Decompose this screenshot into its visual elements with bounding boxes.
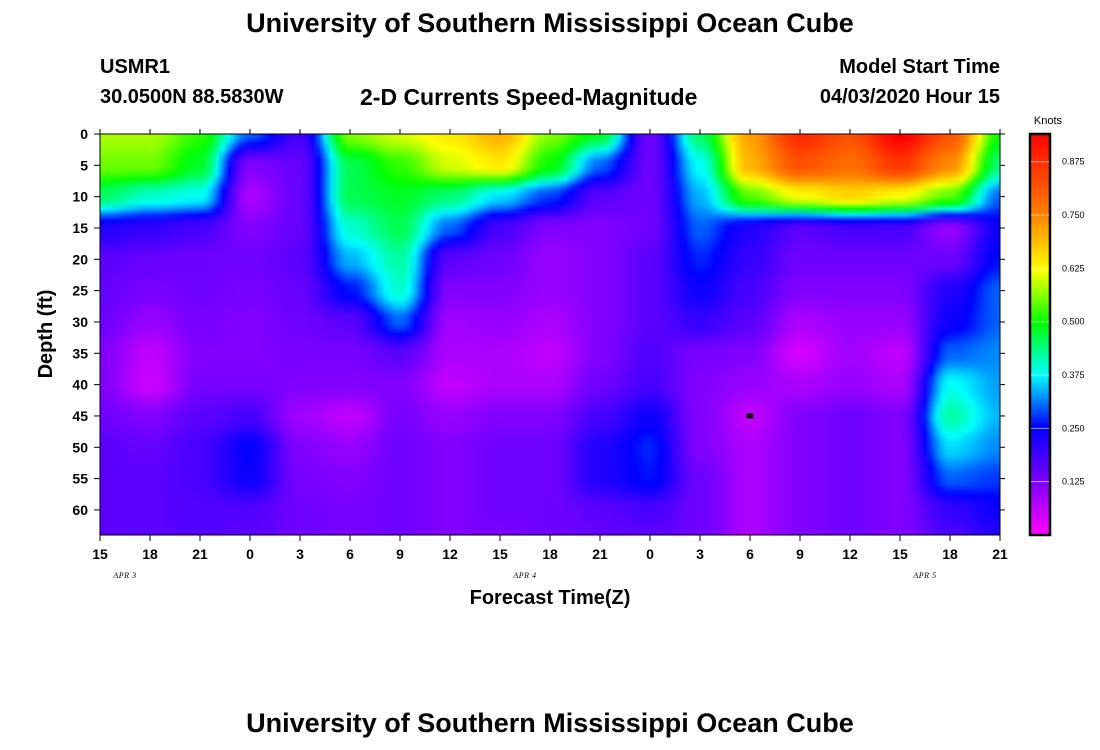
chart-title: 2-D Currents Speed-Magnitude (360, 84, 698, 110)
heatmap-image (100, 134, 1000, 535)
y-tick-label: 15 (72, 220, 88, 236)
colorbar: Knots 0.125 0.250 0.375 0.500 0.625 0.750 0.87… (1028, 115, 1085, 537)
colorbar-tick-label: 0.750 (1062, 210, 1085, 220)
colorbar-tick-label: 0.375 (1062, 370, 1085, 380)
y-tick-label: 35 (72, 345, 88, 361)
y-tick-label: 5 (80, 157, 88, 173)
colorbar-tick-label: 0.250 (1062, 423, 1085, 433)
y-tick-label: 30 (72, 314, 88, 330)
x-tick-label: 15 (892, 546, 908, 562)
x-tick-label: 3 (296, 546, 304, 562)
x-tick-label: 12 (442, 546, 458, 562)
y-tick-label: 20 (72, 251, 88, 267)
x-tick-label: 9 (396, 546, 404, 562)
date-label: APR 3 (112, 571, 136, 580)
x-tick-label: 15 (492, 546, 508, 562)
y-tick-label: 50 (72, 439, 88, 455)
colorbar-tick-label: 0.625 (1062, 263, 1085, 273)
x-tick-label: 12 (842, 546, 858, 562)
date-labels: APR 3 APR 4 APR 5 (112, 571, 936, 580)
x-tick-label: 21 (992, 546, 1008, 562)
x-tick-label: 15 (92, 546, 108, 562)
data-marker (746, 413, 754, 419)
x-tick-label: 18 (942, 546, 958, 562)
date-label: APR 4 (512, 571, 536, 580)
station-id: USMR1 (100, 56, 171, 78)
x-tick-label: 3 (696, 546, 704, 562)
x-tick-label: 6 (746, 546, 754, 562)
marker-point (746, 413, 754, 419)
x-tick-label: 6 (346, 546, 354, 562)
y-tick-label: 10 (72, 189, 88, 205)
x-tick-label: 21 (192, 546, 208, 562)
y-tick-label: 60 (72, 502, 88, 518)
x-tick-label: 18 (542, 546, 558, 562)
date-label: APR 5 (912, 571, 936, 580)
y-tick-label: 55 (72, 471, 88, 487)
x-tick-label: 9 (796, 546, 804, 562)
page-title: University of Southern Mississippi Ocean… (246, 8, 854, 38)
x-axis: 15 18 21 0 3 6 9 12 15 18 21 0 3 6 9 12 15 18 21 (92, 129, 1008, 562)
colorbar-title: Knots (1034, 115, 1063, 127)
colorbar-gradient (1028, 132, 1052, 537)
x-tick-label: 18 (142, 546, 158, 562)
station-coordinates: 30.0500N 88.5830W (100, 86, 284, 108)
model-start-value: 04/03/2020 Hour 15 (819, 86, 1000, 108)
y-tick-label: 40 (72, 377, 88, 393)
y-tick-label: 45 (72, 408, 88, 424)
y-tick-label: 25 (72, 283, 88, 299)
x-tick-label: 0 (646, 546, 654, 562)
footer-title: University of Southern Mississippi Ocean… (246, 708, 854, 738)
colorbar-tick-label: 0.125 (1062, 477, 1085, 487)
colorbar-tick-label: 0.500 (1062, 317, 1085, 327)
x-tick-label: 0 (246, 546, 254, 562)
x-axis-title: Forecast Time(Z) (470, 587, 631, 609)
y-axis: 0 5 10 15 20 25 30 35 40 45 50 55 60 (72, 126, 1005, 518)
x-tick-label: 21 (592, 546, 608, 562)
model-start-label: Model Start Time (839, 56, 1000, 78)
y-tick-label: 0 (80, 126, 88, 142)
colorbar-tick-label: 0.875 (1062, 157, 1085, 167)
y-axis-title: Depth (ft) (35, 290, 57, 379)
